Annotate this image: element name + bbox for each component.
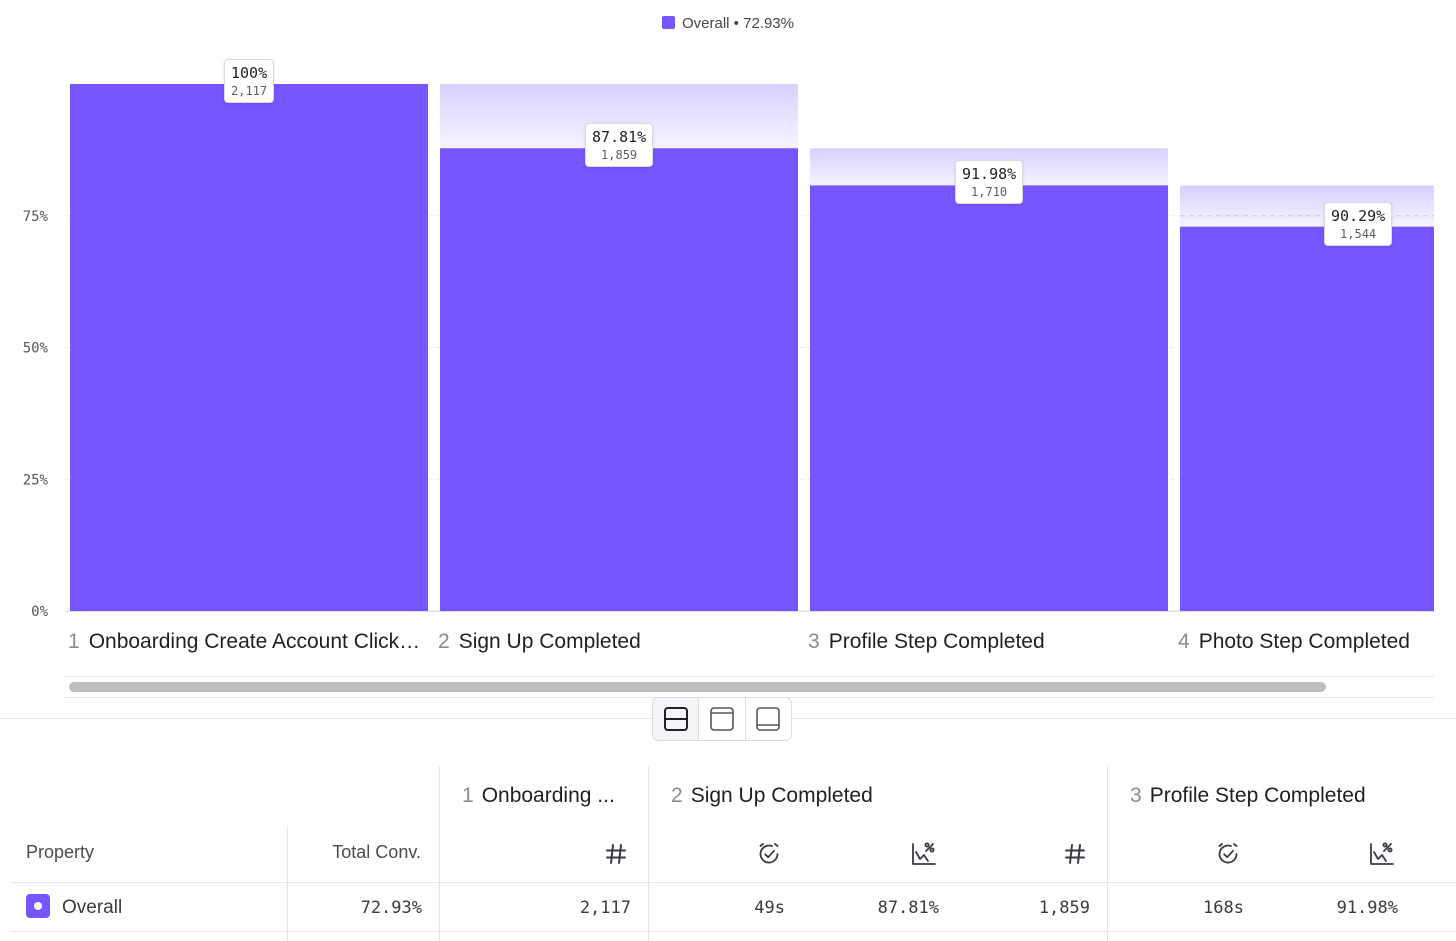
legend-swatch [662, 16, 675, 29]
row-step2-time: 49s [754, 898, 785, 918]
step-count-label: 1,544 [1340, 226, 1377, 241]
step-number: 4 [1178, 630, 1190, 653]
x-axis-step-label[interactable]: 3 Profile Step Completed [808, 630, 1168, 654]
layout-toggle [652, 697, 792, 741]
conversion-bar[interactable] [70, 84, 428, 611]
step-name: Sign Up Completed [458, 630, 641, 653]
step-name: Sign Up Completed [690, 784, 873, 807]
column-divider [439, 766, 440, 941]
bottom-panel-icon [756, 707, 781, 731]
clock-check-icon[interactable] [1216, 842, 1240, 866]
row-step3-time: 168s [1203, 898, 1244, 918]
chart-only-view-button[interactable] [698, 698, 744, 740]
checkbox-dot [34, 902, 42, 910]
table-only-view-button[interactable] [744, 698, 791, 740]
row-step2-count: 1,859 [1038, 898, 1090, 918]
conversion-bar[interactable] [440, 148, 798, 611]
split-view-button[interactable] [653, 698, 699, 740]
dropoff-bar[interactable] [1180, 185, 1434, 227]
conversion-bar[interactable] [810, 185, 1168, 611]
step-number: 1 [68, 630, 80, 653]
legend-label: Overall • 72.93% [682, 15, 794, 32]
chart-scrollbar[interactable] [65, 676, 1434, 698]
bar-data-label[interactable]: 91.98% 1,710 [955, 160, 1024, 205]
x-axis-step-label[interactable]: 2 Sign Up Completed [438, 630, 798, 654]
property-header[interactable]: Property [26, 842, 95, 862]
x-axis-step-label[interactable]: 4 Photo Step Completed [1178, 630, 1432, 654]
hash-icon[interactable] [604, 842, 628, 866]
funnel-table: 1 Onboarding ... 2 Sign Up Completed 3 Prof… [0, 766, 1456, 941]
total-conv-header[interactable]: Total Conv. [332, 842, 421, 862]
row-property: Overall [62, 897, 123, 918]
x-axis-step-label[interactable]: 1 Onboarding Create Account Click… [68, 630, 434, 654]
row-divider [10, 931, 1456, 932]
chart-legend[interactable]: Overall • 72.93% [0, 15, 1456, 32]
chart-scrollbar-thumb[interactable] [69, 682, 1326, 692]
step-conversion-label: 87.81% [592, 128, 647, 147]
row-color-checkbox[interactable] [26, 894, 50, 918]
column-divider [1107, 766, 1108, 941]
funnel-chart-svg: 0% 25% 50% 75% [23, 84, 1434, 620]
step-conversion-label: 91.98% [962, 165, 1017, 184]
table-step-header-2[interactable]: 2 Sign Up Completed [671, 784, 873, 808]
header-divider [10, 882, 1456, 883]
step-number: 2 [671, 784, 683, 807]
step-count-label: 2,117 [231, 84, 268, 98]
funnel-chart: 0% 25% 50% 75% 100% 2,117 87.81% 1,859 91.98% 1,… [23, 59, 1434, 654]
y-tick-label: 50% [23, 341, 49, 357]
step-number: 3 [1130, 784, 1142, 807]
step-name: Photo Step Completed [1198, 630, 1410, 653]
step-name: Onboarding ... [481, 784, 615, 807]
hash-icon[interactable] [1063, 842, 1087, 866]
clock-check-icon[interactable] [757, 842, 781, 866]
conversion-bar[interactable] [1180, 226, 1434, 611]
step-number: 3 [808, 630, 820, 653]
row-total-conv: 72.93% [360, 898, 422, 918]
row-step2-conv: 87.81% [877, 898, 939, 918]
column-divider [648, 766, 649, 941]
step-number: 2 [438, 630, 450, 653]
row-step3-conv: 91.98% [1336, 898, 1398, 918]
bar-data-label[interactable]: 87.81% 1,859 [585, 123, 654, 168]
y-tick-label: 75% [23, 209, 49, 225]
chart-percent-icon[interactable] [1369, 842, 1395, 866]
step-conversion-label: 100% [231, 64, 268, 82]
row-step1-count: 2,117 [579, 898, 631, 918]
step-name: Profile Step Completed [1149, 784, 1366, 807]
step-count-label: 1,859 [601, 148, 638, 163]
step-conversion-label: 90.29% [1331, 206, 1386, 225]
step-name: Profile Step Completed [828, 630, 1045, 653]
step-number: 1 [462, 784, 474, 807]
bar-data-label[interactable]: 90.29% 1,544 [1324, 201, 1393, 246]
column-divider [287, 826, 288, 941]
y-tick-label: 0% [31, 604, 48, 620]
y-tick-label: 25% [23, 472, 49, 488]
split-view-icon [663, 707, 688, 731]
table-step-header-1[interactable]: 1 Onboarding ... [462, 784, 615, 808]
table-step-header-3[interactable]: 3 Profile Step Completed [1130, 784, 1366, 808]
chart-percent-icon[interactable] [911, 842, 937, 866]
top-panel-icon [710, 707, 734, 731]
bar-data-label[interactable]: 100% 2,117 [224, 59, 275, 103]
step-name: Onboarding Create Account Click… [88, 630, 421, 653]
step-count-label: 1,710 [971, 185, 1008, 200]
